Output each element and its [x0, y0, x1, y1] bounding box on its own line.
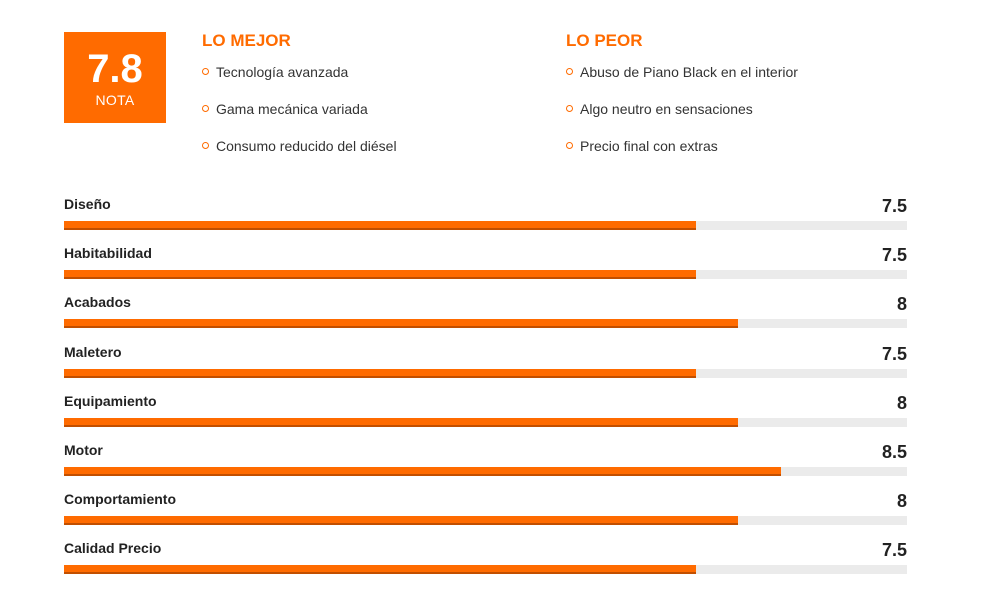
rating-bar-track [64, 221, 907, 230]
rating-row: Maletero 7.5 [64, 338, 907, 387]
rating-value: 7.5 [881, 343, 907, 364]
rating-row: Diseño 7.5 [64, 190, 907, 239]
rating-row: Motor 8.5 [64, 436, 907, 485]
rating-name: Equipamiento [64, 392, 157, 409]
rating-name: Calidad Precio [64, 540, 162, 557]
rating-row: Habitabilidad 7.5 [64, 239, 907, 288]
rating-name: Diseño [64, 196, 111, 212]
rating-name: Motor [64, 441, 103, 458]
cons-item: Precio final con extras [566, 132, 798, 169]
circle-bullet-icon [566, 68, 573, 75]
cons-item: Algo neutro en sensaciones [566, 95, 798, 132]
rating-bar-track [64, 368, 907, 378]
score-label: NOTA [95, 91, 135, 108]
pros-item-text: Gama mecánica variada [216, 101, 368, 117]
circle-bullet-icon [202, 142, 209, 149]
circle-bullet-icon [566, 142, 573, 149]
rating-value: 8 [896, 491, 907, 512]
pros-section: LO MEJOR Tecnología avanzada Gama mecáni… [202, 30, 397, 169]
cons-section: LO PEOR Abuso de Piano Black en el inter… [566, 30, 798, 169]
pros-list: Tecnología avanzada Gama mecánica variad… [202, 58, 397, 169]
circle-bullet-icon [202, 68, 209, 75]
pros-item-text: Tecnología avanzada [216, 64, 349, 80]
cons-item-text: Algo neutro en sensaciones [580, 101, 753, 117]
rating-bar-fill [64, 565, 697, 575]
rating-bar-fill [64, 221, 697, 230]
rating-bar-track [64, 270, 907, 280]
pros-item: Tecnología avanzada [202, 58, 397, 95]
cons-item: Abuso de Piano Black en el interior [566, 58, 798, 95]
rating-bar-fill [64, 417, 739, 427]
rating-value: 7.5 [881, 196, 907, 216]
rating-bar-fill [64, 368, 697, 378]
rating-row: Equipamiento 8 [64, 387, 907, 436]
rating-bar-fill [64, 319, 739, 329]
rating-name: Comportamiento [64, 491, 176, 508]
rating-value: 8.5 [881, 441, 907, 462]
score-value: 7.8 [87, 46, 143, 91]
rating-bar-fill [64, 516, 739, 526]
cons-item-text: Abuso de Piano Black en el interior [580, 64, 798, 80]
ratings-list: Diseño 7.5 Habitabilidad 7.5 Acabados 8 … [64, 190, 907, 584]
rating-bar-fill [64, 270, 697, 280]
cons-item-text: Precio final con extras [580, 138, 718, 154]
cons-title: LO PEOR [566, 31, 643, 50]
rating-bar-track [64, 516, 907, 526]
rating-row: Calidad Precio 7.5 [64, 534, 907, 583]
cons-list: Abuso de Piano Black en el interior Algo… [566, 58, 798, 169]
rating-value: 8 [896, 392, 907, 413]
pros-item-text: Consumo reducido del diésel [216, 138, 397, 154]
rating-name: Acabados [64, 294, 131, 311]
circle-bullet-icon [566, 105, 573, 112]
rating-row: Comportamiento 8 [64, 485, 907, 534]
rating-bar-fill [64, 466, 781, 476]
rating-value: 8 [896, 294, 907, 315]
rating-value: 7.5 [881, 245, 907, 266]
rating-bar-track [64, 319, 907, 329]
rating-row: Acabados 8 [64, 288, 907, 337]
circle-bullet-icon [202, 105, 209, 112]
rating-bar-track [64, 466, 907, 476]
rating-name: Habitabilidad [64, 245, 152, 262]
rating-value: 7.5 [881, 540, 907, 561]
pros-item: Gama mecánica variada [202, 95, 397, 132]
rating-bar-track [64, 417, 907, 427]
pros-title: LO MEJOR [202, 31, 291, 50]
rating-name: Maletero [64, 343, 122, 360]
rating-bar-track [64, 565, 907, 575]
score-badge: 7.8 NOTA [64, 32, 166, 123]
pros-item: Consumo reducido del diésel [202, 132, 397, 169]
